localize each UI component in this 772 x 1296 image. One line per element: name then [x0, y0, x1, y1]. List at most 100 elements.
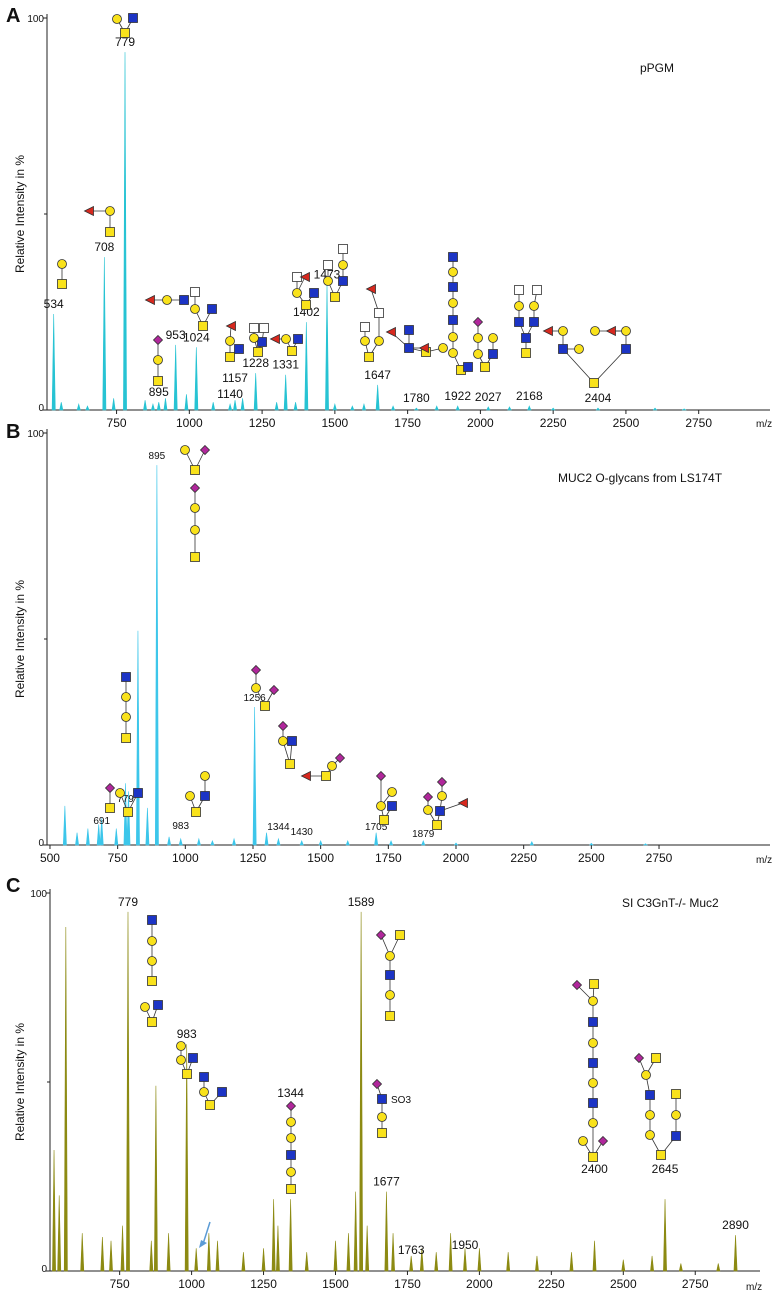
minor-peak — [149, 1240, 154, 1272]
glycan-residue — [121, 733, 131, 743]
glycan-residue — [105, 803, 115, 813]
x-axis-title: m/z — [746, 1282, 762, 1293]
glycan-residue — [182, 1069, 192, 1079]
peak-label: 983 — [172, 821, 189, 832]
glycan-residue — [180, 445, 190, 455]
glycan-residue — [152, 334, 164, 346]
peak-label: 2890 — [722, 1218, 749, 1232]
y-tick-label: 100 — [30, 889, 47, 900]
minor-peak — [652, 407, 658, 411]
minor-peak — [126, 791, 131, 846]
glycan-residue — [277, 720, 289, 732]
peak — [194, 347, 199, 411]
glycan-residue — [309, 288, 319, 298]
peak-label: 1647 — [364, 368, 391, 382]
glycan-residue — [542, 325, 553, 337]
glycan-residue — [144, 294, 155, 306]
glycan-residue — [327, 761, 337, 771]
glycan-residue — [234, 344, 244, 354]
peak — [663, 1199, 667, 1272]
glycan-residue — [385, 970, 395, 980]
peak-label: 1430 — [291, 827, 314, 838]
glycan-residue — [281, 334, 291, 344]
minor-peak — [166, 1233, 171, 1272]
peak-label: 1950 — [452, 1238, 479, 1252]
glycan-residue — [651, 1053, 661, 1063]
minor-peak — [365, 1225, 370, 1272]
glycan-residue — [153, 1000, 163, 1010]
x-tick-label: 1250 — [240, 851, 267, 865]
minor-peak — [681, 408, 687, 411]
peak — [283, 374, 288, 411]
glycan-residue — [323, 260, 333, 270]
glycan-residue — [590, 326, 600, 336]
glycan-residue — [532, 285, 542, 295]
glycan-residue — [334, 752, 346, 764]
glycan-residue — [199, 1072, 209, 1082]
glycan-residue — [633, 1052, 645, 1064]
glycan-residue — [287, 736, 297, 746]
glycan-residue — [588, 1078, 598, 1088]
glycan-residue — [588, 1118, 598, 1128]
glycan-residue — [190, 552, 200, 562]
glycan-residue — [423, 805, 433, 815]
minor-peak — [529, 841, 534, 846]
glycan-residue — [385, 951, 395, 961]
peak — [252, 706, 257, 846]
glycan-residue — [338, 276, 348, 286]
glycan-residue — [190, 304, 200, 314]
peak — [233, 400, 237, 411]
peak — [455, 405, 460, 411]
y-tick-label: 0 — [38, 403, 44, 414]
peak-label: 779 — [118, 895, 138, 909]
minor-peak — [145, 807, 150, 846]
glycan-residue — [578, 1136, 588, 1146]
glycan-link — [593, 348, 627, 384]
glycan-residue — [588, 1038, 598, 1048]
minor-peak — [716, 1263, 721, 1272]
glycan-residue — [225, 336, 235, 346]
x-tick-label: 1500 — [307, 851, 334, 865]
glycan-residue — [521, 348, 531, 358]
minor-peak — [52, 1150, 56, 1272]
glycan-residue — [133, 788, 143, 798]
minor-peak — [621, 1259, 626, 1272]
glycan-residue — [121, 672, 131, 682]
glycan-residue — [299, 271, 310, 283]
minor-peak — [215, 1240, 220, 1272]
x-tick-label: 1750 — [375, 851, 402, 865]
glycan-residue — [621, 344, 631, 354]
peak-label: 1922 — [444, 389, 471, 403]
minor-peak — [643, 843, 648, 846]
minor-peak — [453, 842, 459, 846]
glycan-residue — [140, 1002, 150, 1012]
minor-peak — [154, 1085, 158, 1272]
glycan-residue — [480, 362, 490, 372]
glycan-residue — [330, 292, 340, 302]
x-tick-label: 750 — [108, 851, 128, 865]
peak — [154, 465, 159, 846]
panel-label: C — [6, 875, 20, 897]
peak — [173, 344, 178, 411]
glycan-residue — [589, 378, 599, 388]
peak-label: 779 — [115, 35, 135, 49]
glycan-residue — [338, 244, 348, 254]
peak — [253, 373, 258, 411]
x-tick-label: 2250 — [538, 1277, 565, 1291]
glycan-residue — [57, 259, 67, 269]
peak-label: 2645 — [652, 1162, 679, 1176]
glycan-residue — [207, 304, 217, 314]
minor-peak — [100, 1236, 105, 1272]
x-tick-label: 2750 — [685, 416, 712, 430]
glycan-residue — [379, 815, 389, 825]
minor-peak — [163, 398, 168, 411]
x-tick-label: 1000 — [178, 1277, 205, 1291]
glycan-residue — [251, 683, 261, 693]
peak — [375, 384, 380, 411]
y-tick-label: 100 — [27, 14, 44, 25]
glycan-residue — [188, 1053, 198, 1063]
minor-peak — [434, 1252, 439, 1272]
glycan-residue — [121, 692, 131, 702]
minor-peak — [304, 1252, 309, 1272]
